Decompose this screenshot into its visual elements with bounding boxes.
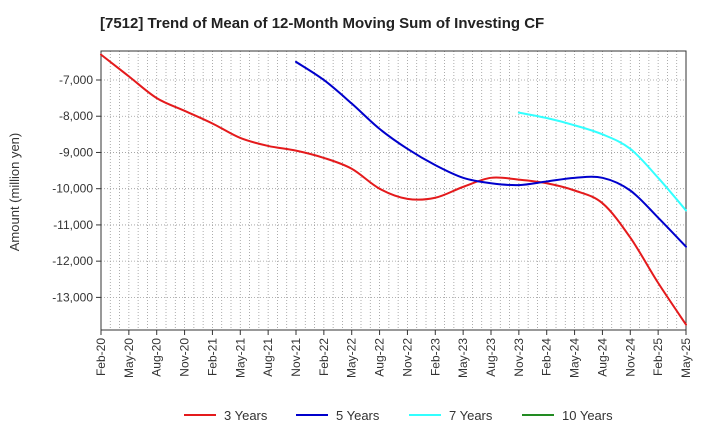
series-lines — [100, 53, 687, 326]
chart-title: [7512] Trend of Mean of 12-Month Moving … — [100, 15, 544, 32]
legend-label: 10 Years — [562, 408, 613, 423]
x-tick-label: May-25 — [679, 338, 693, 378]
x-tick-label: Nov-23 — [512, 338, 526, 377]
legend-label: 5 Years — [336, 408, 380, 423]
series-line-5-years — [295, 60, 687, 248]
x-tick-label: May-21 — [233, 338, 247, 378]
y-tick-label: -7,000 — [59, 73, 93, 87]
x-tick-label: May-23 — [456, 338, 470, 378]
plot-frame — [100, 50, 687, 331]
y-tick-label: -13,000 — [52, 290, 93, 304]
legend: 3 Years 5 Years 7 Years 10 Years — [184, 408, 613, 423]
y-axis-title: Amount (million yen) — [7, 133, 22, 252]
x-tick-label: May-22 — [345, 338, 359, 378]
y-axis: -7,000 -8,000 -9,000 -10,000 -11,000 -12,000 -… — [52, 73, 101, 304]
x-tick-label: Nov-21 — [289, 338, 303, 377]
x-tick-label: Feb-25 — [651, 338, 665, 376]
x-tick-label: May-20 — [122, 338, 136, 378]
x-axis: Feb-20 May-20 Aug-20 Nov-20 Feb-21 May-21 Aug-… — [94, 330, 693, 378]
y-tick-label: -8,000 — [59, 109, 93, 123]
x-tick-label: Nov-24 — [623, 338, 637, 377]
grid — [101, 51, 686, 330]
x-tick-label: Aug-23 — [484, 338, 498, 377]
x-tick-label: Feb-22 — [317, 338, 331, 376]
legend-item-3-years: 3 Years — [184, 408, 268, 423]
x-tick-label: Feb-20 — [94, 338, 108, 376]
x-tick-label: Feb-23 — [428, 338, 442, 376]
y-tick-label: -12,000 — [52, 254, 93, 268]
legend-item-7-years: 7 Years — [409, 408, 493, 423]
y-tick-label: -9,000 — [59, 145, 93, 159]
y-tick-label: -11,000 — [53, 218, 93, 232]
x-tick-label: Feb-24 — [540, 338, 554, 376]
series-line-7-years — [517, 111, 687, 212]
series-line-3-years — [100, 53, 687, 326]
x-tick-label: Aug-22 — [373, 338, 387, 377]
x-tick-label: Feb-21 — [205, 338, 219, 376]
x-tick-label: Nov-20 — [178, 338, 192, 377]
legend-label: 3 Years — [224, 408, 268, 423]
x-tick-label: Aug-20 — [150, 338, 164, 377]
x-tick-label: May-24 — [568, 338, 582, 378]
x-tick-label: Nov-22 — [400, 338, 414, 377]
y-tick-label: -10,000 — [52, 182, 93, 196]
legend-label: 7 Years — [449, 408, 493, 423]
x-tick-label: Aug-24 — [595, 338, 609, 377]
legend-item-10-years: 10 Years — [522, 408, 613, 423]
legend-item-5-years: 5 Years — [296, 408, 380, 423]
x-tick-label: Aug-21 — [261, 338, 275, 377]
